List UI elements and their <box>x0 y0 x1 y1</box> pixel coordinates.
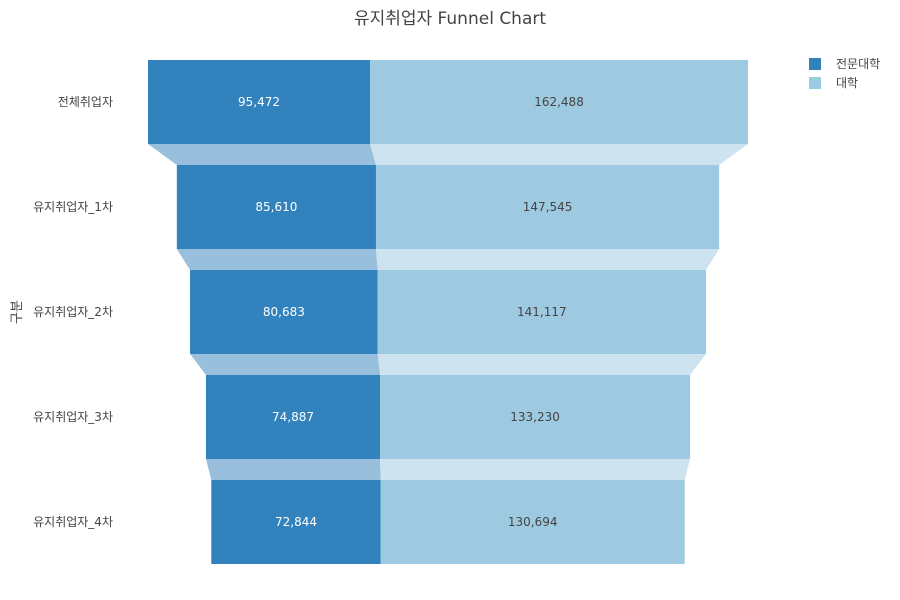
category-label-4: 유지취업자_4차 <box>33 515 113 529</box>
bar-대학-3[interactable] <box>380 375 691 459</box>
y-axis-title: 구분 <box>10 300 25 324</box>
funnel-bars <box>148 60 748 564</box>
category-label-3: 유지취업자_3차 <box>33 410 113 424</box>
bar-대학-0[interactable] <box>370 60 748 144</box>
value-label-0-1: 85,610 <box>255 200 297 214</box>
connector-대학-2 <box>377 354 706 375</box>
value-label-1-3: 133,230 <box>510 410 560 424</box>
connector-전문대학-2 <box>190 354 381 375</box>
legend-item-0[interactable]: 전문대학 <box>809 57 880 71</box>
connector-전문대학-3 <box>205 459 381 480</box>
bar-대학-4[interactable] <box>380 480 685 564</box>
chart-title: 유지취업자 Funnel Chart <box>354 9 546 29</box>
category-label-2: 유지취업자_2차 <box>33 305 113 319</box>
value-label-1-2: 141,117 <box>517 305 567 319</box>
bar-전문대학-0[interactable] <box>148 60 371 144</box>
funnel-connectors <box>148 144 748 480</box>
value-labels: 95,472 162,488 85,610 147,545 80,683 141,117 7… <box>238 95 584 529</box>
bar-전문대학-2[interactable] <box>190 270 378 354</box>
connector-대학-1 <box>375 249 720 270</box>
value-label-0-0: 95,472 <box>238 95 280 109</box>
value-label-1-4: 130,694 <box>508 515 558 529</box>
value-label-0-3: 74,887 <box>272 410 314 424</box>
connector-대학-0 <box>370 144 748 165</box>
value-label-0-4: 72,844 <box>275 515 317 529</box>
bar-전문대학-4[interactable] <box>211 480 381 564</box>
legend-label-1: 대학 <box>836 76 858 90</box>
legend-swatch-0 <box>809 58 821 70</box>
connector-대학-3 <box>380 459 691 480</box>
bar-전문대학-1[interactable] <box>176 165 376 249</box>
category-label-0: 전체취업자 <box>58 95 113 109</box>
legend-label-0: 전문대학 <box>836 57 880 71</box>
value-label-0-2: 80,683 <box>263 305 305 319</box>
value-label-1-1: 147,545 <box>523 200 573 214</box>
connector-전문대학-1 <box>176 249 378 270</box>
bar-전문대학-3[interactable] <box>205 375 381 459</box>
connector-전문대학-0 <box>148 144 376 165</box>
bar-대학-2[interactable] <box>377 270 706 354</box>
category-label-1: 유지취업자_1차 <box>33 200 113 214</box>
bar-대학-1[interactable] <box>375 165 720 249</box>
legend-item-1[interactable]: 대학 <box>809 76 858 90</box>
legend-swatch-1 <box>809 77 821 89</box>
legend: 전문대학 대학 <box>809 57 880 90</box>
value-label-1-0: 162,488 <box>534 95 584 109</box>
